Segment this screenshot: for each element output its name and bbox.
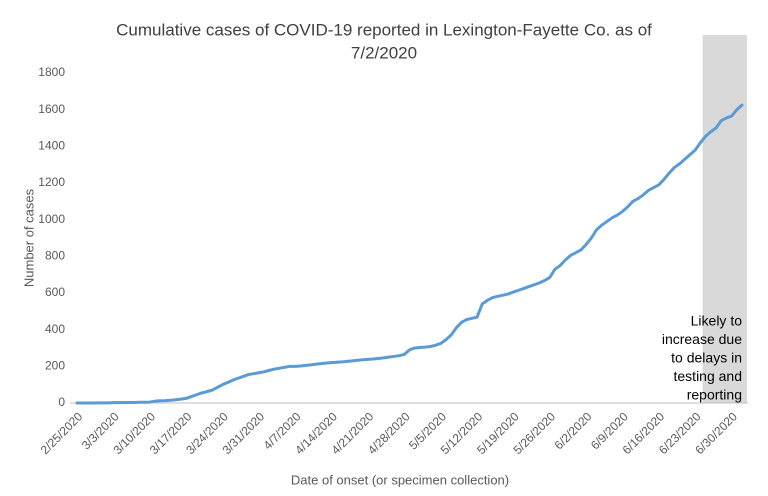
y-axis-title: Number of cases: [21, 188, 36, 287]
annotation: reporting: [687, 387, 742, 403]
y-tick-label: 800: [45, 249, 65, 263]
y-tick-label: 200: [45, 359, 65, 373]
annotation: Likely to: [691, 313, 743, 329]
shaded-region: [702, 35, 747, 403]
y-tick-label: 1200: [38, 175, 65, 189]
x-tick-label: 2/25/2020: [38, 409, 86, 457]
y-tick-label: 600: [45, 285, 65, 299]
y-tick-label: 0: [58, 395, 65, 409]
x-axis-title: Date of onset (or specimen collection): [291, 472, 509, 487]
y-tick-label: 1600: [38, 102, 65, 116]
y-tick-label: 400: [45, 322, 65, 336]
y-tick-label: 1000: [38, 212, 65, 226]
y-tick-label: 1800: [38, 65, 65, 79]
y-tick-label: 1400: [38, 139, 65, 153]
annotation: to delays in: [671, 350, 742, 366]
annotation: increase due: [662, 331, 742, 347]
annotation: testing and: [674, 368, 743, 384]
x-tick-label: 6/2/2020: [552, 409, 595, 452]
chart-title: Cumulative cases of COVID-19 reported in…: [116, 20, 652, 39]
data-line: [75, 103, 744, 405]
chart-title: 7/2/2020: [351, 43, 417, 62]
